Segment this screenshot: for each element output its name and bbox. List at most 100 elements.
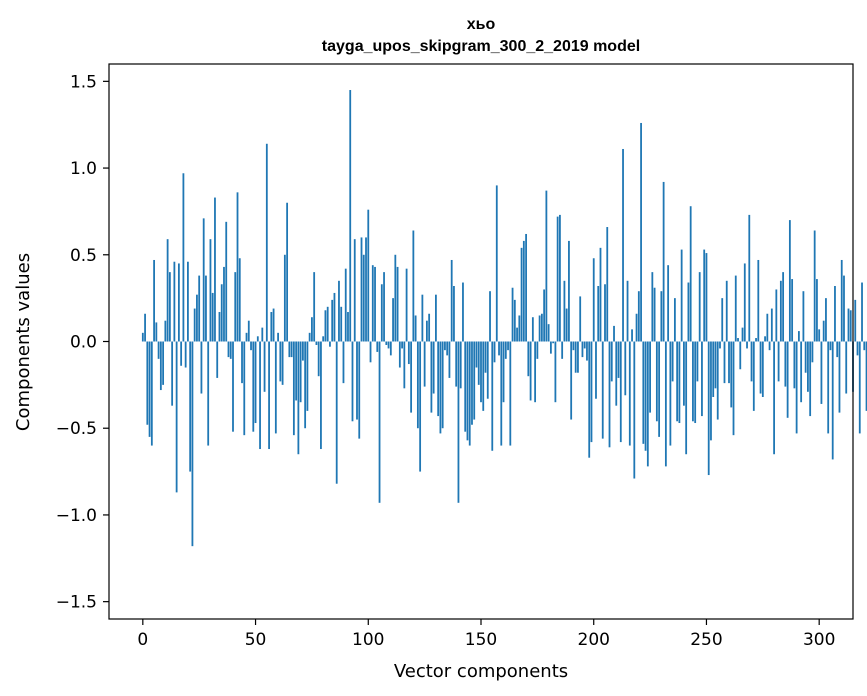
bar-310 [840, 259, 843, 342]
bar-80 [322, 336, 325, 342]
bar-270 [750, 341, 753, 382]
bar-217 [631, 329, 633, 342]
y-tick-label: −1.5 [56, 593, 97, 613]
x-tick-label: 0 [137, 630, 148, 650]
bar-312 [845, 341, 848, 394]
bar-232 [664, 341, 667, 467]
x-tick-label: 50 [245, 630, 267, 650]
bar-110 [389, 341, 392, 356]
bar-159 [500, 341, 503, 446]
bar-233 [667, 265, 670, 342]
bar-164 [511, 287, 514, 342]
bar-229 [658, 341, 661, 437]
bar-321 [865, 341, 867, 411]
bar-56 [268, 341, 270, 450]
bar-280 [773, 341, 775, 455]
bar-287 [788, 220, 791, 342]
bar-101 [369, 341, 372, 363]
y-tick-label: 1.5 [70, 72, 97, 92]
bar-108 [385, 341, 388, 345]
bar-281 [775, 289, 778, 342]
x-tick-label: 150 [465, 630, 497, 650]
bar-171 [527, 341, 530, 377]
chart-subtitle: tayga_upos_skipgram_300_2_2019 model [322, 38, 640, 55]
bar-83 [329, 341, 331, 347]
bar-269 [748, 214, 751, 342]
bar-53 [261, 327, 264, 342]
bar-62 [281, 341, 284, 385]
bar-92 [349, 90, 352, 342]
bar-123 [419, 341, 422, 472]
bar-316 [854, 299, 857, 342]
bar-261 [730, 341, 733, 408]
bar-156 [493, 341, 496, 363]
bar-237 [676, 341, 679, 422]
bar-43 [238, 258, 241, 342]
bar-153 [486, 341, 489, 399]
bar-283 [779, 280, 782, 342]
bar-182 [552, 341, 555, 344]
bar-178 [543, 289, 546, 342]
bar-276 [764, 336, 766, 342]
bar-102 [371, 265, 374, 342]
bar-299 [816, 279, 818, 342]
bar-107 [383, 272, 385, 342]
bar-271 [752, 341, 755, 411]
bar-279 [770, 308, 773, 342]
bar-61 [279, 341, 282, 382]
bar-1 [144, 313, 146, 342]
bar-36 [223, 266, 225, 342]
y-tick-label: −0.5 [56, 419, 97, 439]
bar-148 [475, 341, 478, 368]
bar-73 [306, 341, 309, 411]
bar-22 [191, 341, 194, 547]
bar-142 [462, 282, 464, 342]
bar-202 [597, 286, 600, 342]
bar-85 [333, 292, 336, 342]
bar-41 [234, 272, 237, 342]
bar-84 [331, 299, 334, 342]
bar-145 [468, 341, 471, 446]
bar-293 [802, 291, 805, 342]
bar-304 [827, 341, 830, 434]
bar-221 [640, 122, 642, 342]
bar-208 [610, 341, 613, 382]
bar-52 [259, 341, 261, 450]
bar-138 [453, 286, 455, 342]
bar-79 [320, 341, 322, 450]
bar-191 [572, 341, 575, 351]
bar-118 [407, 341, 410, 365]
bar-59 [274, 341, 277, 434]
bar-258 [723, 341, 726, 384]
bar-7 [157, 341, 160, 359]
bar-17 [180, 341, 183, 366]
bar-247 [698, 272, 701, 342]
bar-246 [696, 341, 699, 382]
bar-76 [313, 272, 316, 342]
bar-188 [565, 308, 568, 342]
bars-group [141, 90, 867, 547]
bar-71 [301, 341, 304, 361]
bar-60 [277, 332, 279, 342]
bar-209 [613, 325, 615, 342]
bar-109 [387, 341, 390, 349]
bar-58 [272, 308, 275, 342]
bar-301 [820, 341, 823, 404]
bar-12 [168, 272, 171, 342]
bar-93 [351, 341, 354, 422]
bar-35 [220, 284, 223, 342]
bar-277 [766, 313, 769, 342]
bar-88 [340, 306, 343, 342]
bar-198 [588, 341, 591, 458]
bar-26 [200, 341, 203, 394]
bar-116 [403, 341, 406, 389]
bar-266 [741, 327, 744, 342]
bar-74 [308, 332, 311, 342]
bar-244 [692, 341, 694, 422]
bar-226 [651, 272, 654, 342]
bar-254 [714, 341, 717, 389]
bar-49 [252, 341, 255, 432]
bar-121 [414, 315, 417, 342]
bar-81 [324, 310, 327, 342]
bar-29 [207, 341, 210, 446]
